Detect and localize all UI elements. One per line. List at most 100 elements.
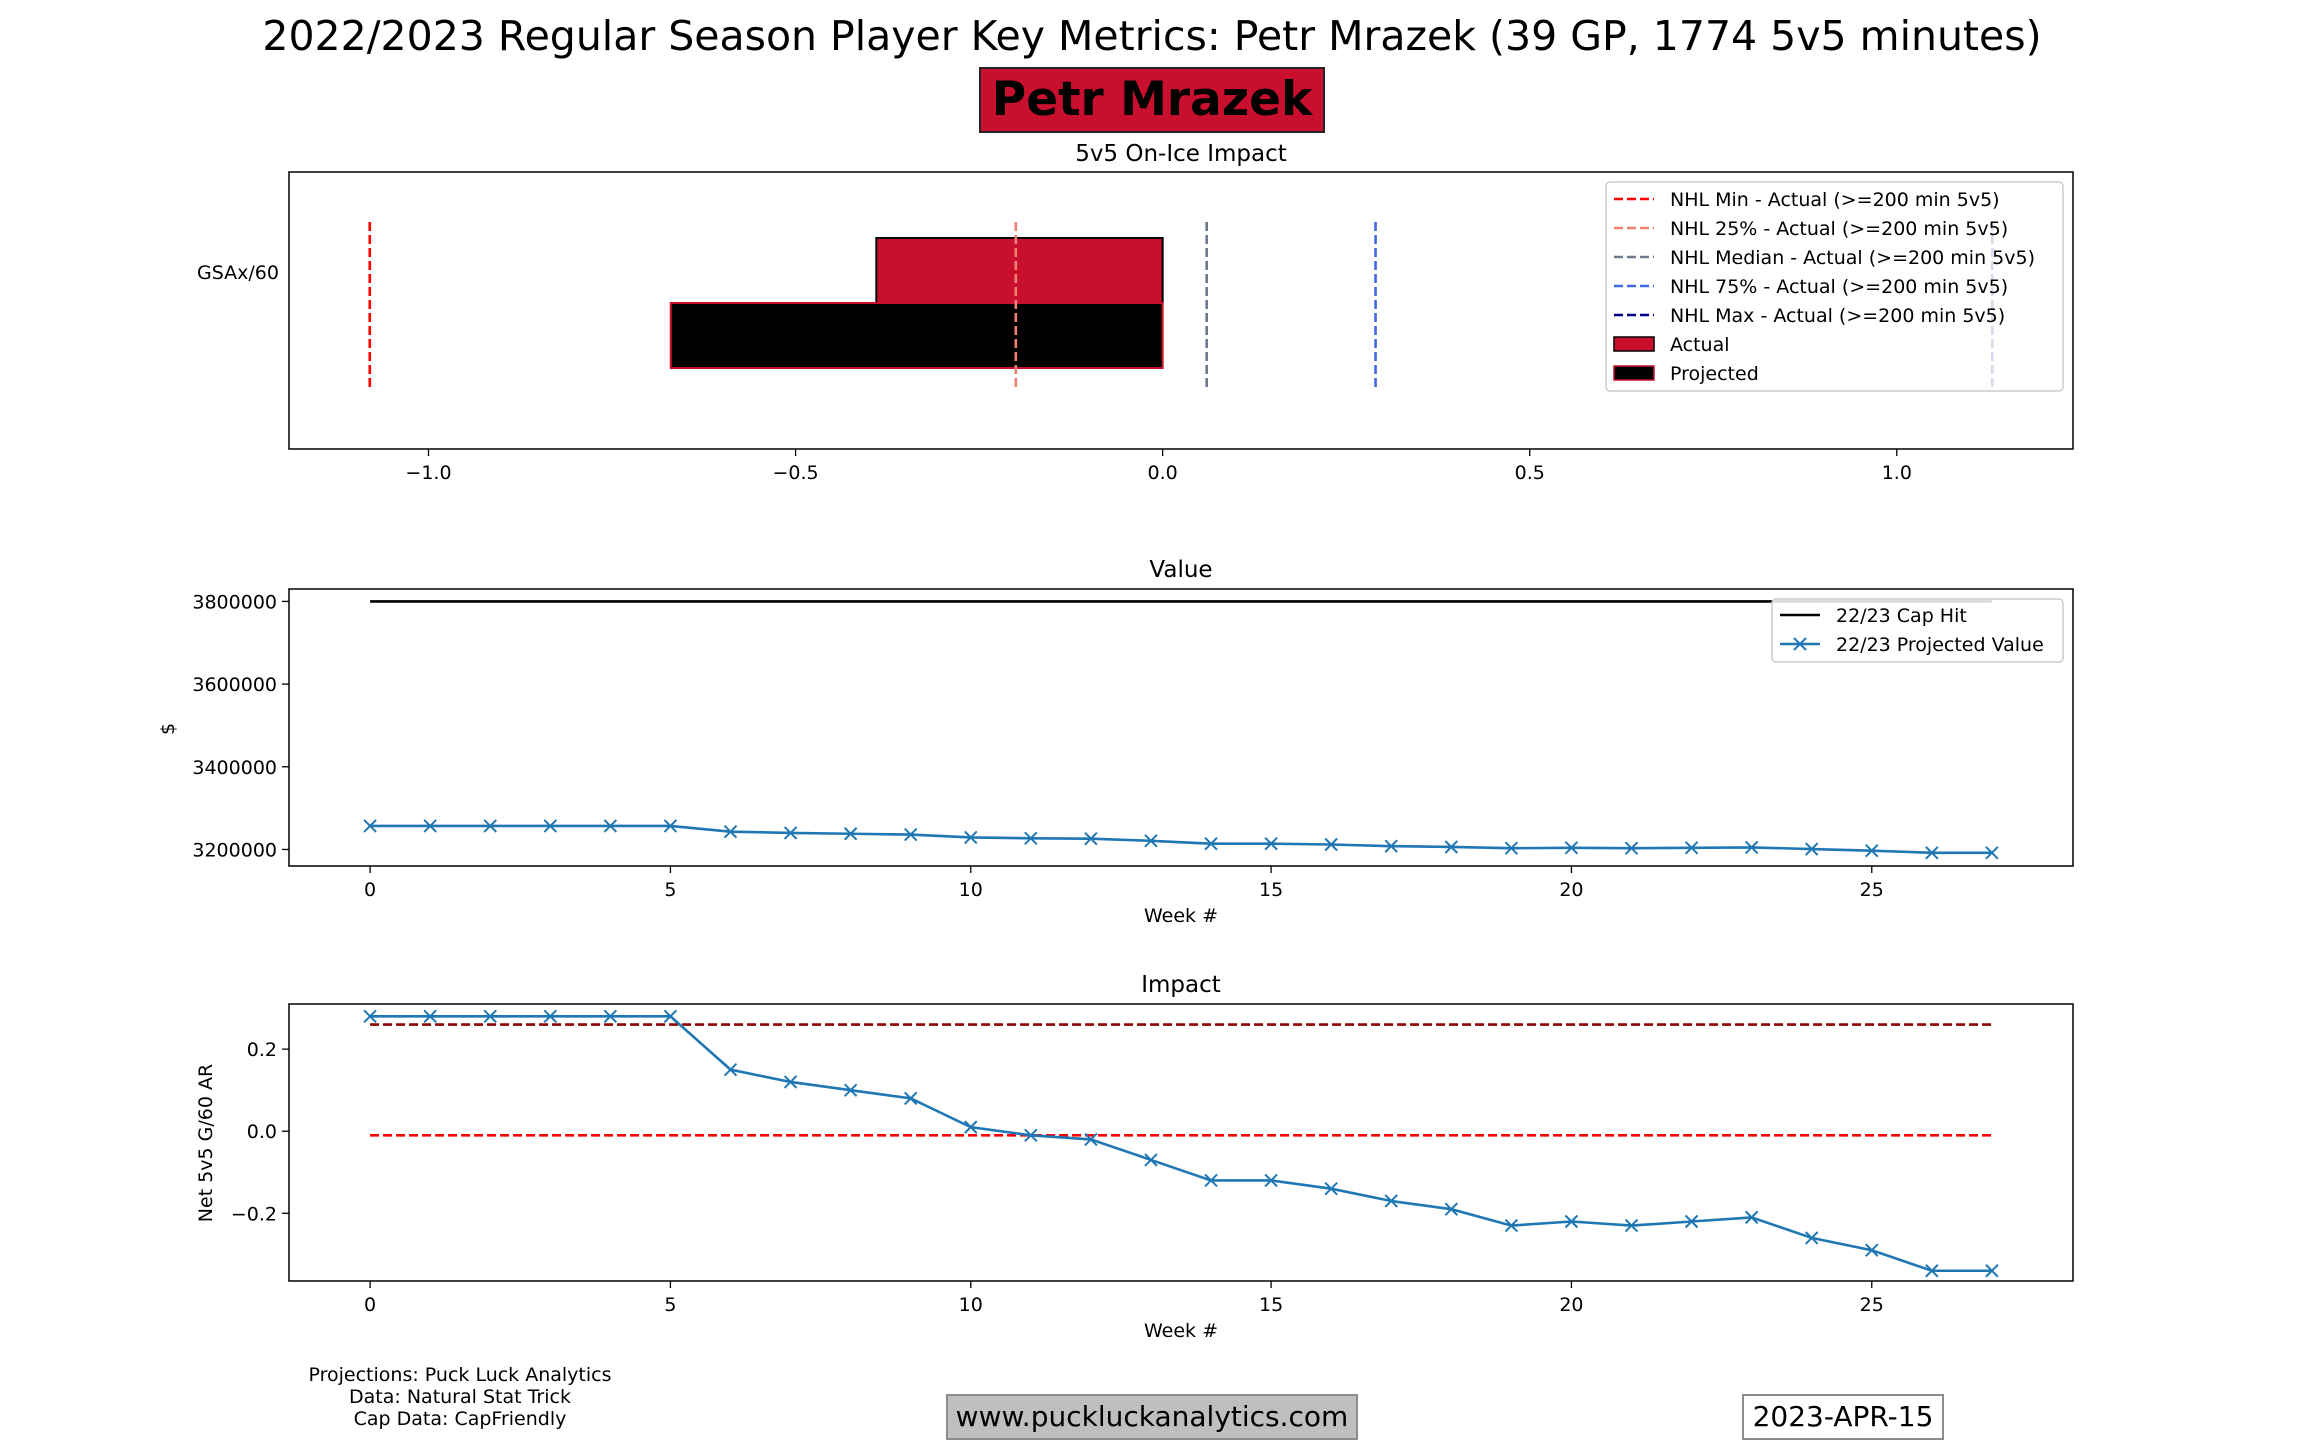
projected-value-point xyxy=(423,819,437,833)
impact-point xyxy=(1744,1210,1759,1225)
x-tick-label: 10 xyxy=(959,879,983,901)
legend-projected-value: 22/23 Projected Value xyxy=(1836,634,2044,656)
x-tick-label: 15 xyxy=(1259,879,1283,901)
x-tick-label: 15 xyxy=(1259,1294,1283,1316)
projected-value-point xyxy=(663,819,678,833)
x-tick-label: 25 xyxy=(1860,879,1884,901)
impact-point xyxy=(1564,1214,1579,1229)
impact-point xyxy=(1264,1173,1278,1188)
impact-point xyxy=(1985,1264,1999,1278)
impact-point xyxy=(1204,1173,1218,1188)
y-axis-label-value: $ xyxy=(157,723,179,735)
y-tick-label: 3400000 xyxy=(192,757,277,779)
x-tick-label: −1.0 xyxy=(405,462,451,484)
bar-actual xyxy=(875,237,1164,304)
projected-value-point xyxy=(1805,842,1819,856)
impact-point xyxy=(1684,1214,1699,1229)
x-tick-label: 0 xyxy=(364,879,376,901)
x-tick-label: 0.0 xyxy=(1148,462,1178,484)
impact-point xyxy=(1504,1218,1519,1233)
impact-point xyxy=(363,1009,377,1024)
projected-value-point xyxy=(1564,841,1579,855)
projected-value-point xyxy=(1084,832,1098,846)
x-tick-label: 5 xyxy=(664,1294,676,1316)
website-label[interactable]: www.puckluckanalytics.com xyxy=(946,1394,1358,1440)
y-category-label: GSAx/60 xyxy=(197,262,279,284)
impact-point xyxy=(843,1083,858,1097)
legend-nhl-max: NHL Max - Actual (>=200 min 5v5) xyxy=(1670,305,2005,327)
legend-projected-swatch xyxy=(1613,365,1655,381)
projected-value-point xyxy=(1865,843,1879,858)
plot-frame-on-ice-impact xyxy=(288,171,2074,450)
projected-value-point xyxy=(1024,831,1038,846)
bar-projected xyxy=(669,302,1164,369)
x-tick-label: 25 xyxy=(1860,1294,1884,1316)
impact-point xyxy=(1324,1181,1338,1196)
plot-frame-value xyxy=(288,588,2074,867)
y-tick-label: 3200000 xyxy=(192,839,277,861)
legend-nhl-min: NHL Min - Actual (>=200 min 5v5) xyxy=(1670,189,2000,211)
credit-cap-data: Cap Data: CapFriendly xyxy=(353,1408,567,1430)
projected-value-point xyxy=(1144,834,1158,848)
x-tick-label: −0.5 xyxy=(772,462,818,484)
legend-value xyxy=(1771,598,2064,663)
projected-value-point xyxy=(843,827,858,841)
x-tick-label: 1.0 xyxy=(1882,462,1912,484)
projected-value-point xyxy=(1504,841,1519,855)
impact-point xyxy=(483,1009,497,1024)
legend-nhl-75: NHL 75% - Actual (>=200 min 5v5) xyxy=(1670,276,2008,298)
y-tick-label: −0.2 xyxy=(231,1203,277,1225)
legend-actual-swatch xyxy=(1613,336,1655,352)
x-tick-label: 20 xyxy=(1559,1294,1583,1316)
impact-point xyxy=(1384,1194,1398,1208)
impact-point xyxy=(783,1075,798,1089)
chart-title-on-ice-impact: 5v5 On-Ice Impact xyxy=(1075,141,1287,167)
projected-value-line xyxy=(370,824,1992,855)
legend-cap-hit: 22/23 Cap Hit xyxy=(1836,605,1967,627)
projected-value-point xyxy=(1744,840,1759,855)
impact-point xyxy=(1805,1231,1819,1245)
impact-point xyxy=(1925,1264,1939,1278)
projected-value-point xyxy=(363,819,377,833)
player-name-badge: Petr Mrazek xyxy=(979,67,1325,133)
projected-value-point xyxy=(603,819,618,833)
projected-value-point xyxy=(1204,836,1218,851)
projected-value-point xyxy=(723,824,738,839)
impact-point xyxy=(1024,1128,1038,1143)
impact-point xyxy=(663,1009,678,1024)
projected-value-point xyxy=(1264,836,1278,851)
impact-point xyxy=(603,1009,618,1024)
impact-point xyxy=(1444,1202,1459,1216)
y-axis-label-impact: Net 5v5 G/60 AR xyxy=(195,1064,217,1222)
impact-point xyxy=(964,1120,978,1134)
y-tick-label: 3600000 xyxy=(192,674,277,696)
chart-title-impact: Impact xyxy=(1141,972,1221,998)
projected-value-point xyxy=(483,819,497,833)
credit-projections: Projections: Puck Luck Analytics xyxy=(308,1364,612,1386)
impact-point xyxy=(1865,1243,1879,1257)
chart-title-value: Value xyxy=(1149,557,1212,583)
impact-point xyxy=(1144,1153,1158,1167)
projected-value-point xyxy=(1985,846,1999,860)
projected-value-point xyxy=(964,830,978,845)
x-tick-label: 5 xyxy=(664,879,676,901)
projected-value-point xyxy=(1444,840,1459,854)
projected-value-point xyxy=(1324,837,1338,852)
impact-point xyxy=(903,1091,918,1106)
impact-point xyxy=(723,1062,738,1077)
projected-value-point xyxy=(1384,839,1398,853)
projected-value-point xyxy=(903,827,918,842)
x-axis-label-value: Week # xyxy=(1144,905,1218,927)
projected-value-point xyxy=(543,819,558,833)
x-tick-label: 10 xyxy=(959,1294,983,1316)
x-tick-label: 0 xyxy=(364,1294,376,1316)
legend-projected: Projected xyxy=(1670,363,1759,385)
legend-projected-value-marker xyxy=(1793,637,1807,651)
legend-nhl-25: NHL 25% - Actual (>=200 min 5v5) xyxy=(1670,218,2008,240)
legend-nhl-median: NHL Median - Actual (>=200 min 5v5) xyxy=(1670,247,2035,269)
y-tick-label: 0.0 xyxy=(247,1121,277,1143)
x-axis-label-impact: Week # xyxy=(1144,1320,1218,1342)
projected-value-point xyxy=(1684,841,1699,855)
impact-point xyxy=(423,1009,437,1024)
